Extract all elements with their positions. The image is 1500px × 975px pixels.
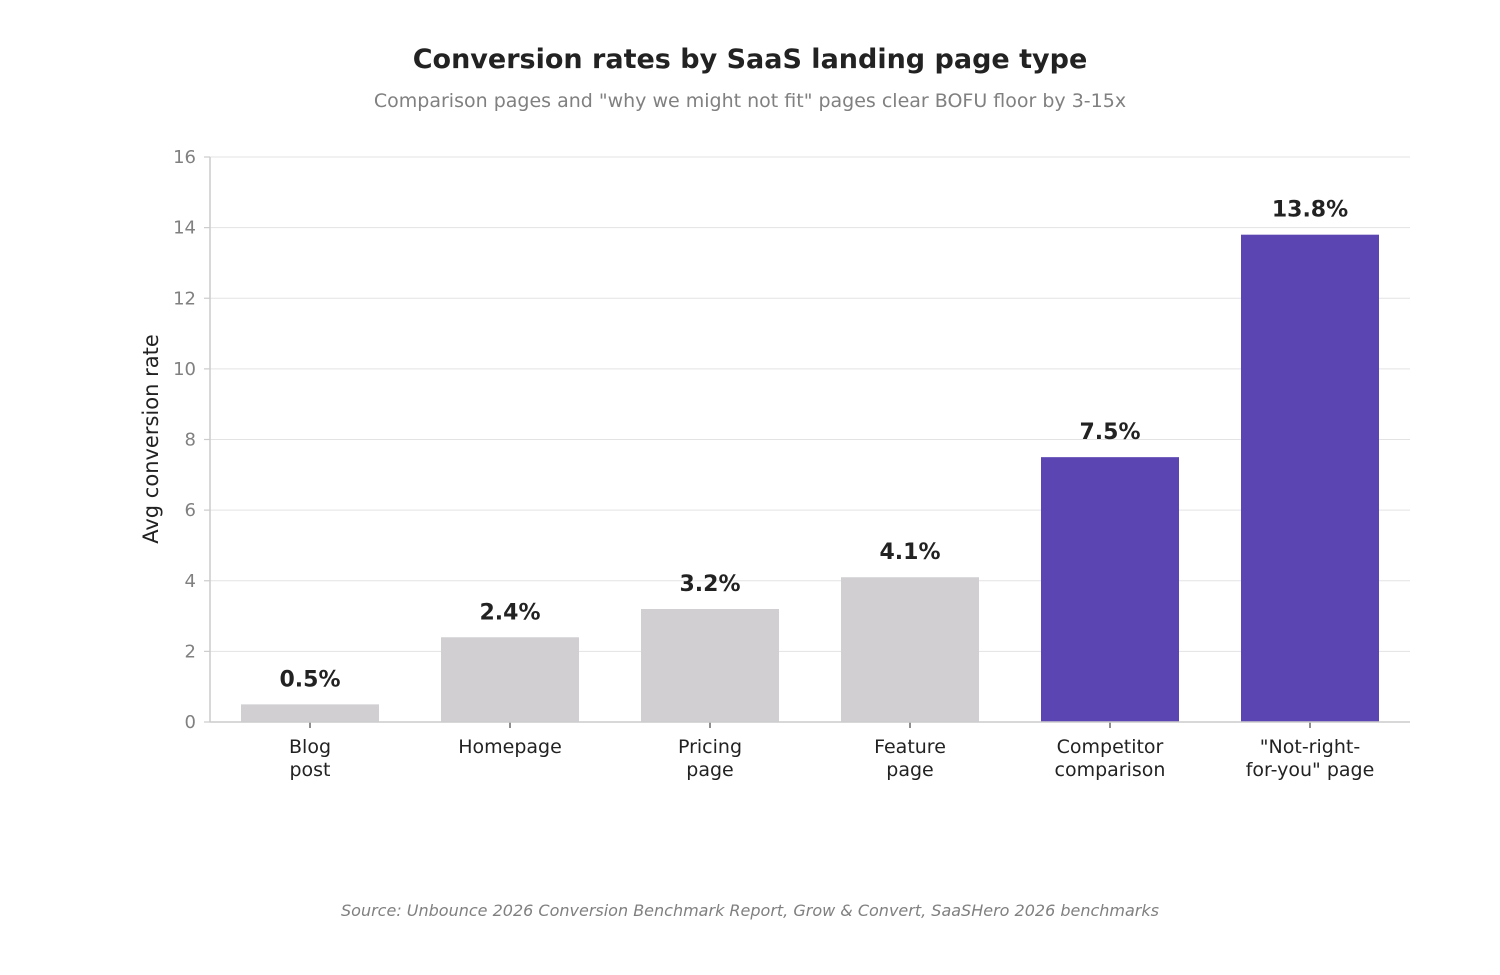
- x-tick-label: comparison: [1055, 759, 1166, 781]
- chart-title: Conversion rates by SaaS landing page ty…: [413, 44, 1088, 75]
- source-note: Source: Unbounce 2026 Conversion Benchma…: [341, 901, 1159, 920]
- x-tick-label: Homepage: [458, 736, 562, 758]
- y-tick-label: 14: [173, 218, 196, 239]
- bar: [241, 704, 379, 722]
- y-tick-label: 0: [185, 712, 196, 733]
- data-label: 0.5%: [279, 667, 340, 692]
- chart-subtitle: Comparison pages and "why we might not f…: [374, 90, 1126, 112]
- data-label: 3.2%: [679, 572, 740, 597]
- y-tick-label: 4: [185, 571, 196, 592]
- gridlines: [210, 156, 1410, 652]
- y-tick-label: 12: [173, 288, 196, 309]
- y-tick-label: 16: [173, 147, 196, 168]
- data-label: 13.8%: [1272, 198, 1348, 223]
- x-tick-label: for-you" page: [1246, 759, 1375, 781]
- axes: [204, 156, 1410, 728]
- data-label: 2.4%: [479, 600, 540, 625]
- x-tick-label: post: [289, 759, 330, 781]
- x-tick-label: Competitor: [1057, 736, 1164, 758]
- y-axis-label: Avg conversion rate: [139, 334, 163, 544]
- data-label: 4.1%: [879, 540, 940, 565]
- bar: [841, 577, 979, 722]
- bar: [1041, 457, 1179, 722]
- bar: [641, 609, 779, 722]
- y-tick-label: 8: [185, 430, 196, 451]
- y-tick-label: 6: [185, 500, 196, 521]
- x-tick-label: "Not-right-: [1260, 736, 1360, 758]
- data-label: 7.5%: [1079, 420, 1140, 445]
- x-tick-label: page: [686, 759, 733, 781]
- x-tick-label: Pricing: [678, 736, 742, 758]
- y-tick-label: 2: [185, 641, 196, 662]
- bar: [441, 637, 579, 722]
- y-tick-label: 10: [173, 359, 196, 380]
- x-tick-label: Blog: [289, 736, 331, 758]
- bars: [241, 234, 1379, 722]
- x-tick-label: Feature: [874, 736, 946, 758]
- x-tick-label: page: [886, 759, 933, 781]
- bar: [1241, 234, 1379, 722]
